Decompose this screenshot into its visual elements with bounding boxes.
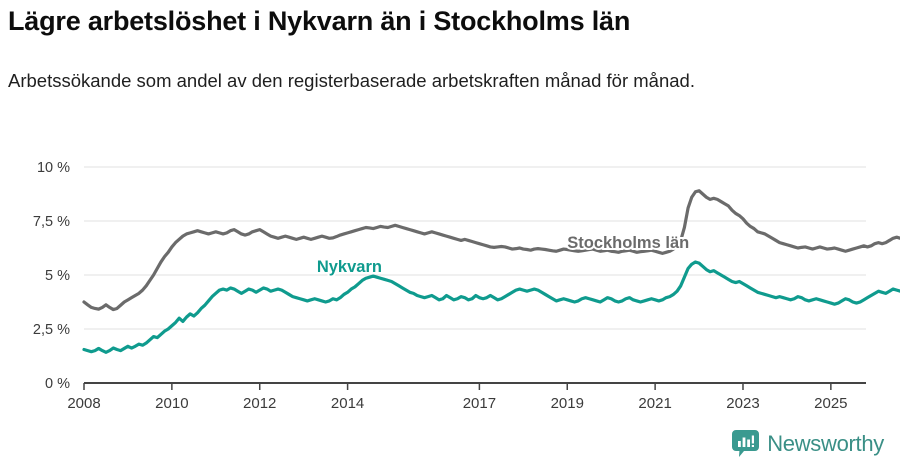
x-axis-tick-label: 2010: [155, 395, 188, 412]
y-axis-tick-label: 0 %: [45, 376, 70, 392]
chart-subtitle: Arbetssökande som andel av den registerb…: [8, 70, 695, 91]
series-name-label: Nykvarn: [317, 258, 382, 276]
x-axis-tick-label: 2025: [814, 395, 847, 412]
x-axis-tick-label: 2008: [67, 395, 100, 412]
y-axis-tick-label: 7,5 %: [33, 214, 70, 230]
series-line-1: [82, 189, 900, 312]
y-axis-tick-label: 2,5 %: [33, 322, 70, 338]
logo-wordmark: Newsworthy: [767, 430, 884, 456]
chart-plot-area: 0 % 2,5 % 5 % 7,5 % 10 % 2008 2010 2012 2014 2017…: [0, 140, 900, 420]
x-axis-tick-label: 2019: [551, 395, 584, 412]
series-line-2: [82, 260, 900, 354]
x-axis-tick-label: 2012: [243, 395, 276, 412]
x-axis-tick-label: 2021: [638, 395, 671, 412]
bar-chart-speech-bubble-icon: [732, 430, 760, 457]
x-axis-tick-label: 2017: [463, 395, 496, 412]
page-title: Lägre arbetslöshet i Nykvarn än i Stockh…: [8, 6, 631, 36]
y-axis-tick-label: 10 %: [37, 160, 70, 176]
x-axis-tick-label: 2023: [726, 395, 759, 412]
x-axis-tick-label: 2014: [331, 395, 364, 412]
y-axis-tick-label: 5 %: [45, 268, 70, 284]
line-chart-svg: 0 % 2,5 % 5 % 7,5 % 10 % 2008 2010 2012 2014 2017…: [33, 160, 900, 412]
chart-footer: Newsworthy: [0, 424, 900, 474]
series-name-label: Stockholms län: [567, 234, 689, 252]
newsworthy-logo: Newsworthy: [732, 430, 884, 457]
